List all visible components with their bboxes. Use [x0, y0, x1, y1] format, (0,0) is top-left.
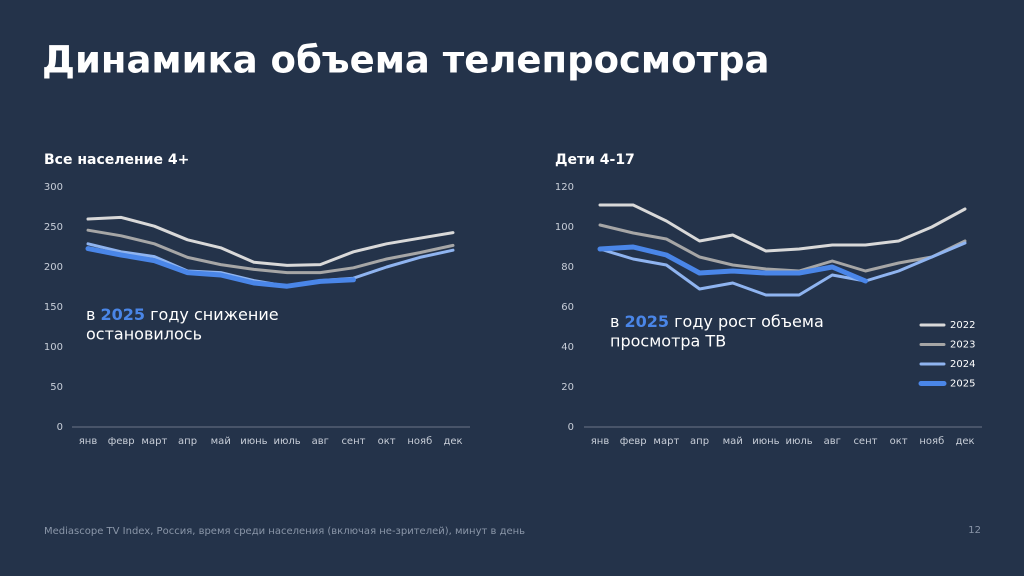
x-tick-label: окт: [378, 436, 396, 447]
x-tick-label: авг: [824, 436, 841, 447]
series-line: [597, 244, 868, 284]
y-tick-label: 80: [561, 262, 574, 273]
annotation: в 2025 году снижение: [86, 305, 279, 324]
x-tick-label: май: [211, 436, 231, 447]
page-number: 12: [968, 525, 981, 536]
annotation: остановилось: [86, 325, 202, 344]
legend-label: 2023: [950, 340, 975, 351]
chart-title: Дети 4-17: [555, 152, 635, 168]
x-tick-label: апр: [178, 436, 197, 447]
y-tick-label: 20: [561, 382, 574, 393]
x-tick-label: март: [141, 436, 167, 447]
x-tick-label: февр: [108, 436, 135, 447]
legend-label: 2025: [950, 379, 975, 390]
x-tick-label: февр: [620, 436, 647, 447]
series-line: [85, 246, 356, 289]
y-tick-label: 300: [44, 182, 63, 193]
annotation-text: в: [610, 312, 625, 331]
x-tick-label: янв: [591, 436, 610, 447]
x-tick-label: дек: [955, 436, 974, 447]
series-line: [598, 241, 967, 297]
footer: Mediascope TV Index, Россия, время среди…: [44, 526, 525, 537]
y-tick-label: 0: [568, 422, 574, 433]
y-tick-label: 100: [44, 342, 63, 353]
y-tick-label: 250: [44, 222, 63, 233]
x-tick-label: нояб: [407, 436, 432, 447]
y-tick-label: 100: [555, 222, 574, 233]
series-line: [598, 223, 967, 273]
slide-title: Динамика объема телепросмотра: [42, 39, 769, 82]
annotation-text: в: [86, 305, 101, 324]
x-tick-label: дек: [443, 436, 462, 447]
legend-label: 2024: [950, 359, 975, 370]
x-tick-label: март: [653, 436, 679, 447]
y-tick-label: 150: [44, 302, 63, 313]
chart-title: Все население 4+: [44, 152, 189, 168]
x-tick-label: июль: [273, 436, 300, 447]
y-tick-label: 120: [555, 182, 574, 193]
legend-label: 2022: [950, 320, 975, 331]
x-tick-label: июнь: [240, 436, 267, 447]
annotation-text: году снижение: [145, 305, 279, 324]
series-line: [86, 215, 455, 267]
x-tick-label: июль: [785, 436, 812, 447]
annotation-text: году рост объема: [669, 312, 824, 331]
y-tick-label: 40: [561, 342, 574, 353]
annotation-highlight: 2025: [101, 305, 146, 324]
x-tick-label: нояб: [919, 436, 944, 447]
x-tick-label: май: [723, 436, 743, 447]
x-tick-label: апр: [690, 436, 709, 447]
y-tick-label: 50: [50, 382, 63, 393]
y-tick-label: 0: [57, 422, 63, 433]
x-tick-label: окт: [890, 436, 908, 447]
x-tick-label: сент: [341, 436, 365, 447]
series-line: [598, 203, 967, 253]
annotation: просмотра ТВ: [610, 332, 726, 351]
x-tick-label: июнь: [752, 436, 779, 447]
x-tick-label: сент: [853, 436, 877, 447]
x-tick-label: янв: [79, 436, 98, 447]
x-tick-label: авг: [312, 436, 329, 447]
series-line: [86, 228, 455, 275]
annotation: в 2025 году рост объема: [610, 312, 824, 331]
y-tick-label: 200: [44, 262, 63, 273]
y-tick-label: 60: [561, 302, 574, 313]
annotation-highlight: 2025: [625, 312, 670, 331]
